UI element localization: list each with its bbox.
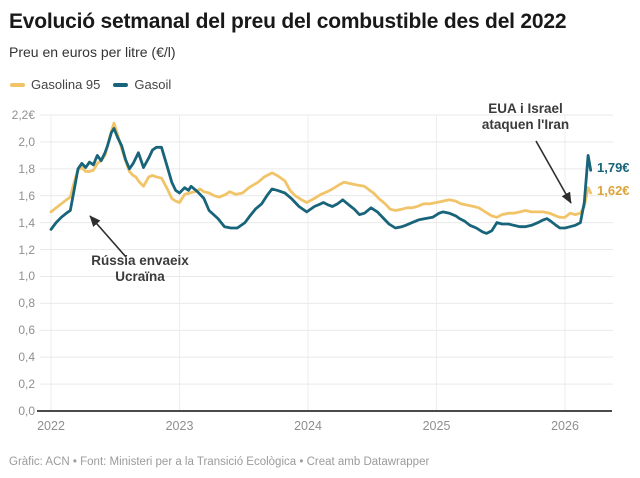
x-tick-label: 2025 <box>422 419 451 433</box>
y-tick-label: 1,4 <box>18 215 35 230</box>
y-tick-label: 1,2 <box>18 242 35 257</box>
y-tick-label: 0,6 <box>18 323 35 338</box>
line-series-gasoil <box>49 127 593 235</box>
y-tick-label: 0,2 <box>18 377 35 392</box>
attribution-footer: Gràfic: ACN • Font: Ministeri per a la T… <box>9 456 430 468</box>
legend-label: Gasolina 95 <box>31 77 101 92</box>
y-tick-label: 0,8 <box>18 296 35 311</box>
x-tick-label: 2023 <box>165 419 194 433</box>
x-tick-label: 2026 <box>551 419 579 433</box>
y-tick-label: 1,8 <box>18 161 35 176</box>
legend-item-gasolina-95: Gasolina 95 <box>10 77 100 92</box>
x-tick-label: 2024 <box>294 419 322 433</box>
chart-title: Evolució setmanal del preu del combustib… <box>9 10 567 33</box>
arrow-russia-annotation <box>89 215 127 258</box>
legend-label: Gasoil <box>134 77 172 92</box>
chart-subtitle: Preu en euros per litre (€/l) <box>9 44 176 60</box>
annotation-russia-invades-ukraine: Rússia envaeix Ucraïna <box>91 253 189 285</box>
x-tick-label: 2022 <box>37 419 65 433</box>
arrow-iran-annotation <box>535 140 572 204</box>
y-tick-label: 2,2€ <box>11 108 35 122</box>
legend-item-gasoil: Gasoil <box>113 77 171 92</box>
legend-swatch <box>113 82 129 87</box>
y-tick-label: 1,0 <box>18 269 35 284</box>
y-tick-label: 1,6 <box>18 188 35 203</box>
legend-swatch <box>10 82 25 87</box>
gasolina-end-value-label: 1,62€ <box>597 183 630 198</box>
gasoil-end-value-label: 1,79€ <box>597 160 630 175</box>
annotation-usa-israel-attack-iran: EUA i Israel ataquen l'Iran <box>481 101 570 133</box>
y-tick-label: 0,0 <box>18 404 35 418</box>
y-tick-label: 0,4 <box>18 350 35 365</box>
legend: Gasolina 95 Gasoil <box>10 77 171 92</box>
y-tick-label: 2,0 <box>18 134 35 149</box>
